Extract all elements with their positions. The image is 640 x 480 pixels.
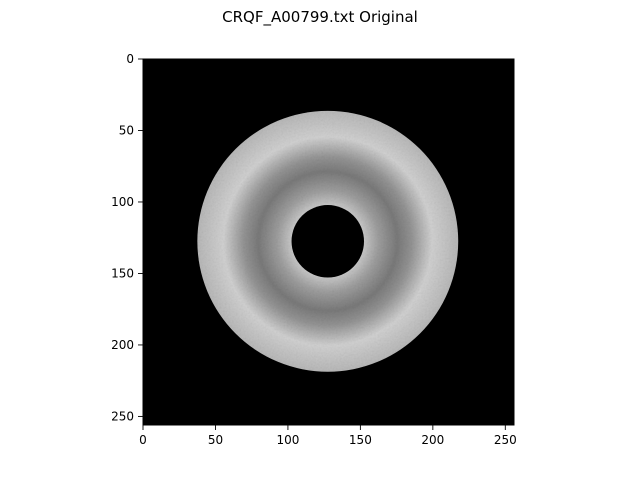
x-tick-label: 150	[349, 433, 372, 447]
x-tick-label: 50	[208, 433, 223, 447]
x-tick-label: 250	[494, 433, 517, 447]
y-tick-label: 200	[111, 338, 134, 352]
axes-frame	[142, 58, 515, 426]
x-tick-label: 200	[421, 433, 444, 447]
x-tick-label: 100	[276, 433, 299, 447]
x-axis: 0 50 100 150 200 250	[139, 425, 517, 447]
y-tick-label: 150	[111, 266, 134, 280]
y-tick-label: 100	[111, 195, 134, 209]
ring-hole	[291, 205, 365, 278]
y-tick-label: 250	[111, 409, 134, 423]
y-tick-label: 0	[126, 52, 134, 66]
plot-area	[142, 58, 515, 426]
x-tick-label: 0	[139, 433, 147, 447]
chart-title: CRQF_A00799.txt Original	[222, 8, 418, 27]
y-axis: 0 50 100 150 200 250	[111, 52, 143, 423]
y-tick-label: 50	[119, 123, 134, 137]
